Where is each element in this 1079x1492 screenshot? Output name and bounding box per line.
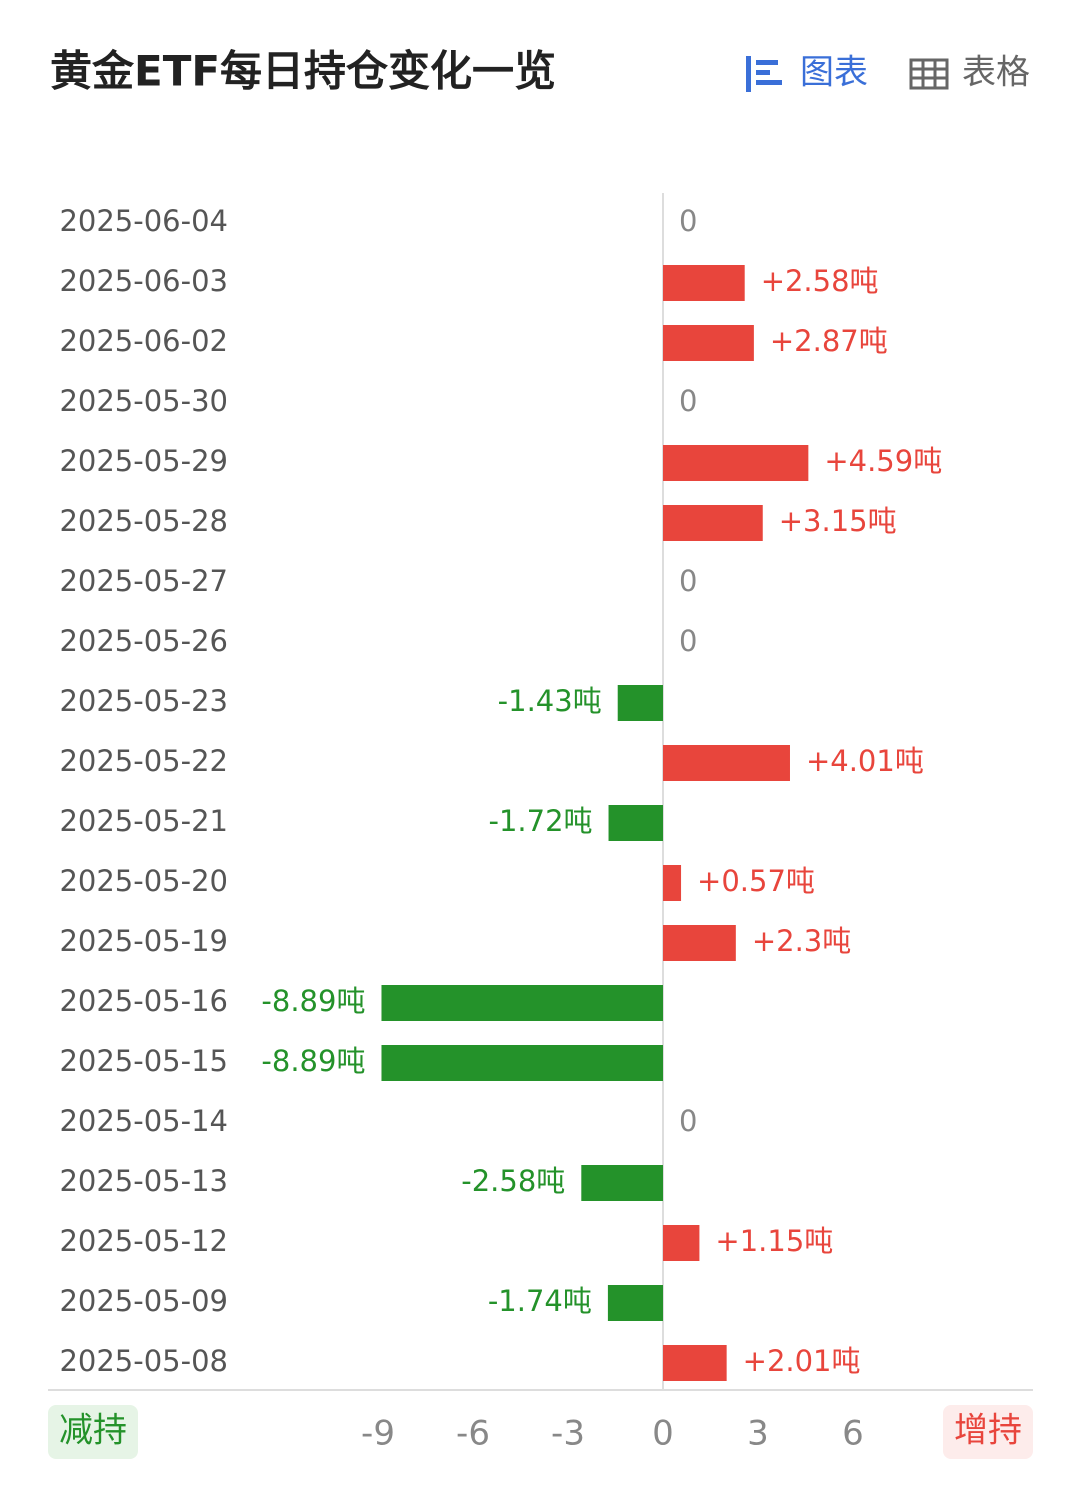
value-label: -8.89吨 xyxy=(261,984,365,1018)
value-label: +2.58吨 xyxy=(761,264,879,298)
value-label: +0.57吨 xyxy=(697,864,815,898)
x-tick-label: -9 xyxy=(361,1414,395,1454)
legend-box xyxy=(48,1405,138,1459)
y-tick-label: 2025-05-23 xyxy=(59,684,228,718)
x-tick-label: 3 xyxy=(747,1414,769,1454)
y-tick-label: 2025-05-27 xyxy=(59,564,228,598)
x-tick-label: -3 xyxy=(551,1414,585,1454)
bar xyxy=(607,1285,663,1321)
table-view-button[interactable]: 表格 xyxy=(909,53,1030,93)
y-tick-label: 2025-05-29 xyxy=(59,444,228,478)
icon xyxy=(756,80,782,85)
bar xyxy=(663,1345,727,1381)
value-label: -1.72吨 xyxy=(488,804,592,838)
value-label: +4.59吨 xyxy=(824,444,942,478)
button-label: 表格 xyxy=(962,53,1030,93)
y-tick-label: 2025-05-21 xyxy=(59,804,228,838)
chart-title: 黄金ETF每日持仓变化一览 xyxy=(50,47,556,96)
bar xyxy=(663,1225,700,1261)
value-label: +2.3吨 xyxy=(752,924,851,958)
bar xyxy=(581,1165,663,1201)
value-label: -2.58吨 xyxy=(461,1164,565,1198)
legend-positive: 增持 xyxy=(954,1411,1022,1451)
bar xyxy=(663,865,682,901)
bar xyxy=(663,325,754,361)
value-label: -1.43吨 xyxy=(498,684,602,718)
x-tick-label: 6 xyxy=(842,1414,864,1454)
y-tick-label: 2025-05-15 xyxy=(59,1044,228,1078)
y-tick-label: 2025-05-09 xyxy=(59,1284,228,1318)
x-tick-label: -6 xyxy=(456,1414,490,1454)
y-tick-label: 2025-05-22 xyxy=(59,744,228,778)
chart-view-button[interactable]: 图表 xyxy=(746,53,868,93)
value-label: +1.15吨 xyxy=(715,1224,833,1258)
icon xyxy=(746,56,751,92)
value-label: +2.87吨 xyxy=(770,324,888,358)
y-tick-label: 2025-06-04 xyxy=(59,204,228,238)
value-label: +3.15吨 xyxy=(779,504,897,538)
value-label: 0 xyxy=(679,564,697,598)
y-tick-label: 2025-05-28 xyxy=(59,504,228,538)
value-label: 0 xyxy=(679,624,697,658)
icon xyxy=(909,58,949,90)
y-tick-label: 2025-06-02 xyxy=(59,324,228,358)
y-tick-label: 2025-05-16 xyxy=(59,984,228,1018)
value-label: +4.01吨 xyxy=(806,744,924,778)
y-tick-label: 2025-05-14 xyxy=(59,1104,228,1138)
icon xyxy=(756,60,778,65)
x-tick-label: 0 xyxy=(652,1414,674,1454)
bar xyxy=(663,445,809,481)
bar xyxy=(381,985,663,1021)
value-label: 0 xyxy=(679,1104,697,1138)
y-tick-label: 2025-05-08 xyxy=(59,1344,228,1378)
y-tick-label: 2025-05-13 xyxy=(59,1164,228,1198)
bar xyxy=(663,265,745,301)
legend-box xyxy=(943,1405,1033,1459)
value-label: -8.89吨 xyxy=(261,1044,365,1078)
value-label: 0 xyxy=(679,384,697,418)
button-label: 图表 xyxy=(800,53,868,93)
value-label: +2.01吨 xyxy=(743,1344,861,1378)
y-tick-label: 2025-05-19 xyxy=(59,924,228,958)
bar xyxy=(381,1045,663,1081)
y-tick-label: 2025-06-03 xyxy=(59,264,228,298)
bar xyxy=(663,925,736,961)
y-tick-label: 2025-05-30 xyxy=(59,384,228,418)
y-tick-label: 2025-05-26 xyxy=(59,624,228,658)
bar xyxy=(663,505,763,541)
bar xyxy=(608,805,663,841)
bar xyxy=(663,745,790,781)
value-label: -1.74吨 xyxy=(488,1284,592,1318)
legend-negative: 减持 xyxy=(59,1411,127,1451)
bar xyxy=(617,685,663,721)
y-tick-label: 2025-05-12 xyxy=(59,1224,228,1258)
icon xyxy=(756,70,770,75)
value-label: 0 xyxy=(679,204,697,238)
y-tick-label: 2025-05-20 xyxy=(59,864,228,898)
